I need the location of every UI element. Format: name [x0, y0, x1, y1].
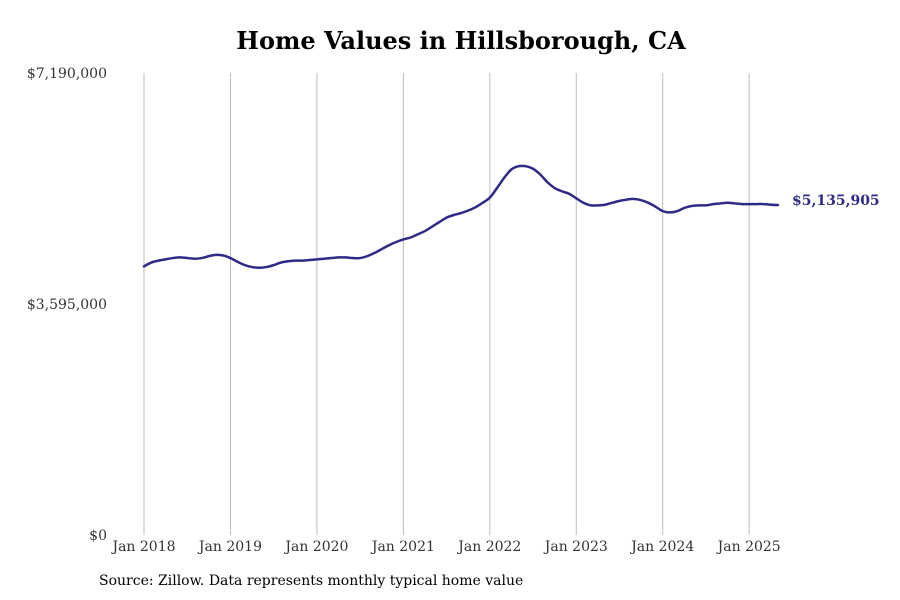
y-axis-tick-labels: $0 $3,595,000 $7,190,000	[27, 66, 107, 544]
x-tick-label: Jan 2021	[370, 539, 435, 555]
source-note: Source: Zillow. Data represents monthly …	[99, 573, 524, 589]
y-tick-label: $0	[89, 528, 107, 544]
y-tick-label: $3,595,000	[27, 297, 107, 313]
x-axis-tick-labels: Jan 2018 Jan 2019 Jan 2020 Jan 2021 Jan 2022…	[110, 539, 780, 555]
x-tick-label: Jan 2023	[543, 539, 608, 555]
x-tick-label: Jan 2019	[197, 539, 262, 555]
x-tick-label: Jan 2022	[456, 539, 521, 555]
x-tick-label: Jan 2025	[716, 539, 781, 555]
end-value-label: $5,135,905	[792, 193, 880, 209]
end-value-labels: $5,135,905	[792, 193, 880, 209]
x-tick-label: Jan 2020	[283, 539, 348, 555]
vertical-gridlines	[143, 73, 750, 535]
series-lines	[142, 164, 780, 269]
chart-title: Home Values in Hillsborough, CA	[236, 26, 686, 55]
x-tick-label: Jan 2018	[110, 539, 175, 555]
y-tick-label: $7,190,000	[27, 66, 107, 82]
home-value-line	[142, 164, 780, 269]
x-tick-label: Jan 2024	[629, 539, 694, 555]
